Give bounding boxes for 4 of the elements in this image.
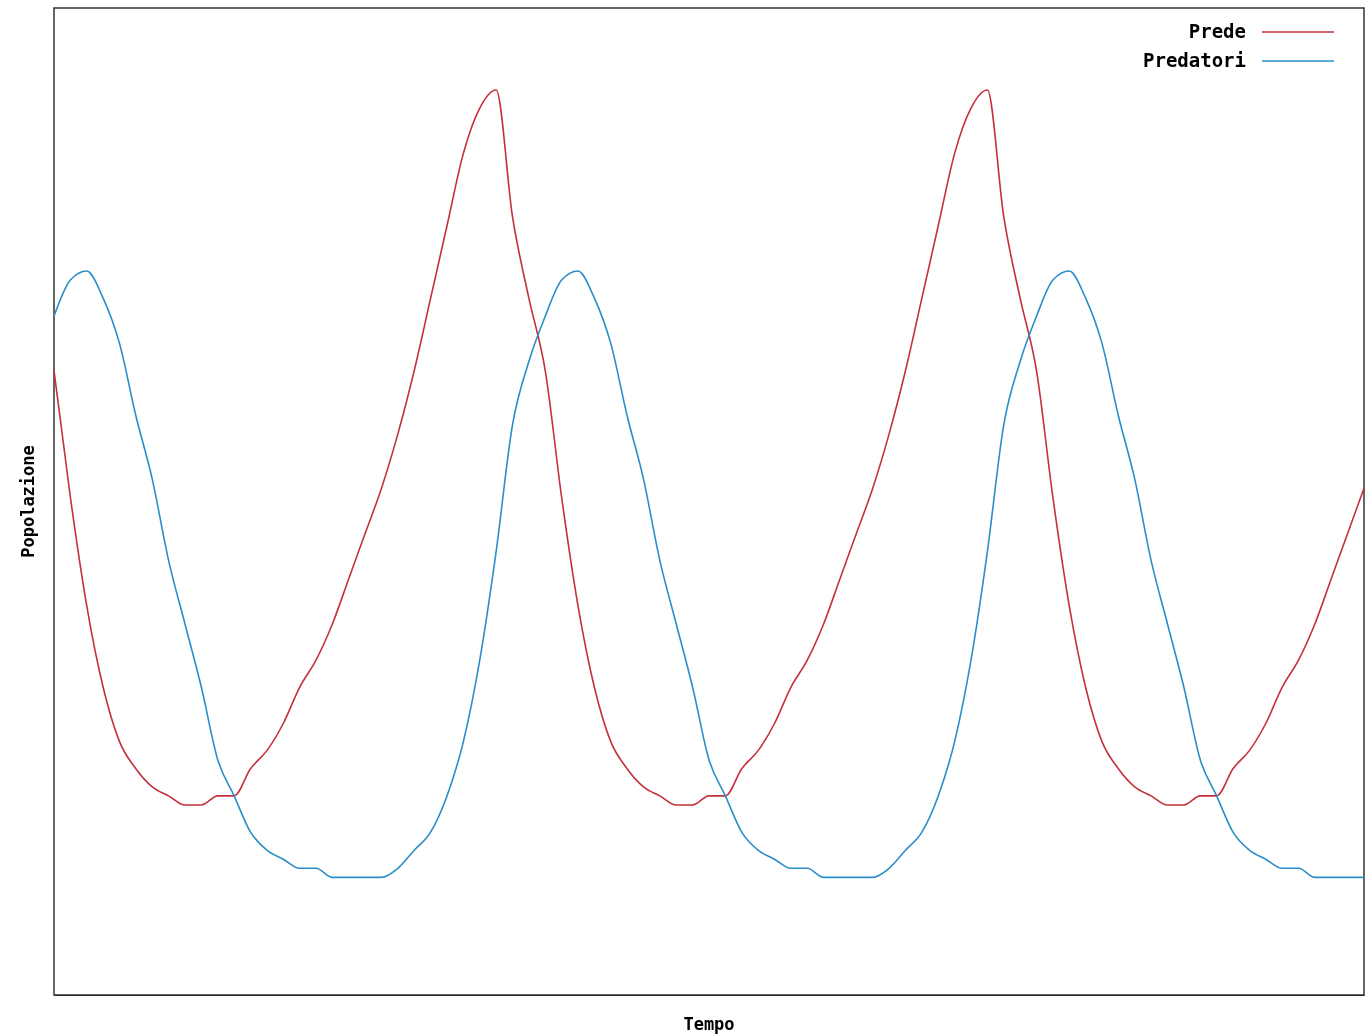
legend-label: Prede [1188, 20, 1246, 42]
y-axis-title: Popolazione [18, 445, 38, 558]
legend-label: Predatori [1143, 49, 1246, 71]
x-axis-title: Tempo [683, 1014, 735, 1034]
